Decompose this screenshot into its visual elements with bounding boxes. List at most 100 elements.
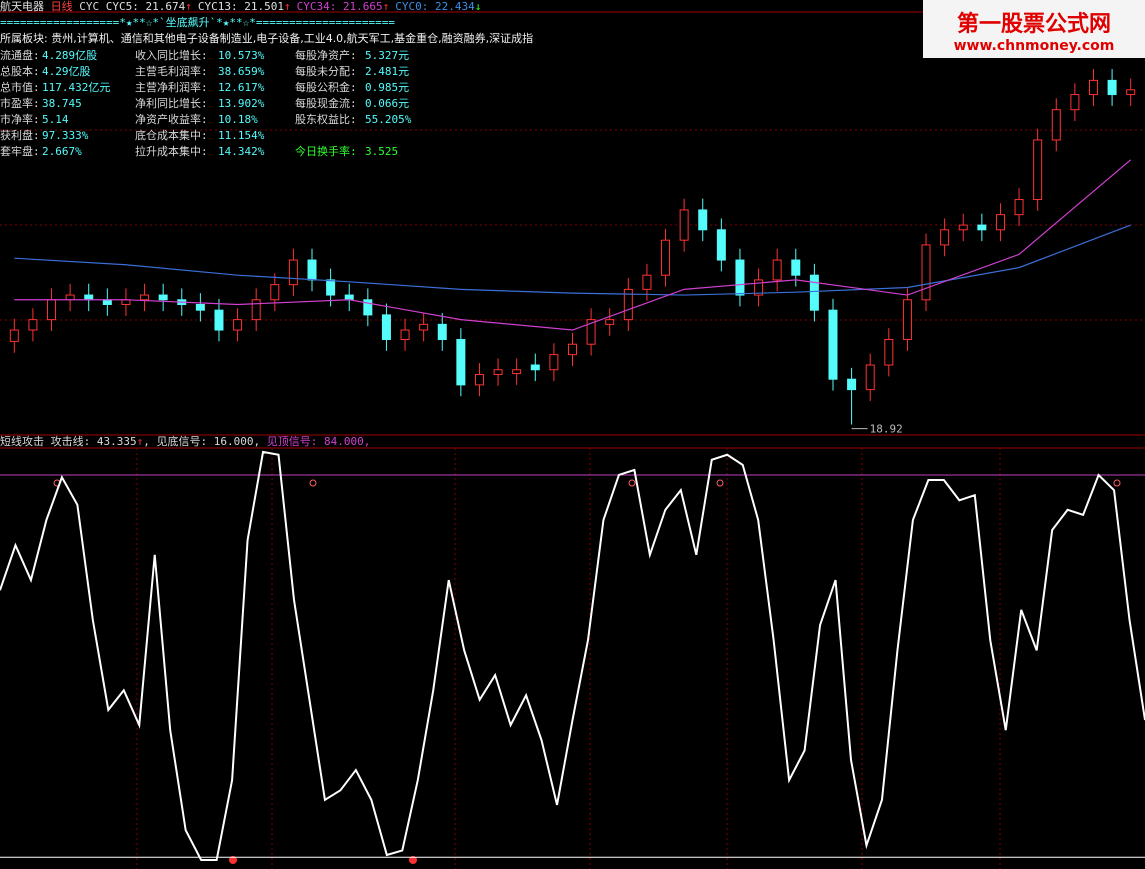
info-value: 0.066元 [365,97,410,110]
ma-label: CYC34: 21.665 [296,0,383,13]
candle-body [530,364,540,371]
signal-dots [53,479,1121,864]
candle-body [326,279,336,296]
candle-body [102,299,112,305]
watermark: 第一股票公式网 www.chnmoney.com [923,0,1145,58]
bottom-signal: 见底信号: 16.000, [156,435,261,448]
candle-body [288,259,298,286]
info-label: 总股本: [0,65,40,78]
candle-body [642,274,652,290]
ma-arrow: ↑ [382,0,390,13]
candle-body [140,294,150,301]
candle-body [9,329,19,342]
candle-body [549,354,559,371]
candle-body [1070,94,1080,111]
candle-body [28,319,38,331]
candle-body [902,299,912,340]
info-label: 套牢盘: [0,145,40,158]
info-label: 市净率: [0,113,40,126]
info-value: 55.205% [365,113,412,126]
candle-body [865,364,875,391]
candle-body [1088,79,1098,96]
candle-body [772,259,782,281]
info-label: 净资产收益率: [135,113,208,126]
attack-line [0,450,1145,862]
info-value: 3.525 [365,145,399,158]
candle-body [661,239,671,276]
ma-label: CYC5: 21.674 [105,0,186,13]
grid [0,129,1145,869]
candle-body [623,288,633,321]
ma-line [14,159,1132,331]
candle-body [214,309,224,331]
ma-label: CYC13: 21.501 [197,0,284,13]
info-label: 每股净资产: [295,49,357,62]
info-label: 每股公积金: [295,81,357,94]
info-value: 13.902% [218,97,265,110]
candle-body [995,214,1005,231]
ma-arrow: ↑ [185,0,192,13]
info-value: 5.14 [42,113,69,126]
lower-header: 短线攻击 攻击线: 43.335↑, 见底信号: 16.000, 见顶信号: 8… [0,435,371,448]
info-label: 流通盘: [0,49,40,62]
info-label: 总市值: [0,81,40,94]
top-signal: 见顶信号: 84.000, [266,435,371,448]
info-value: 10.18% [218,113,258,126]
candle-body [586,319,596,345]
info-label: 主营毛利润率: [135,65,208,78]
candle-body [716,229,726,261]
info-label: 净利同比增长: [135,97,208,110]
low-label: 18.92 [870,423,903,436]
candle-body [958,224,968,231]
banner: ==================*★**☆*`坐底飙升`*★**☆*====… [0,16,395,29]
candle-body [363,299,373,316]
candle-body [809,274,819,311]
info-value: 97.333% [42,129,89,142]
candle-body [735,259,745,296]
candle-body [270,284,280,301]
info-label: 底仓成本集中: [135,129,208,142]
candle-body [568,343,577,356]
info-value: 4.289亿股 [42,49,98,62]
candle-body [195,304,205,311]
candle-body [251,299,261,321]
info-label: 拉升成本集中: [135,145,208,158]
candle-body [65,294,75,301]
candle-body [921,244,931,301]
ma-arrow: ↓ [474,0,482,13]
header: 航天电器 日线 CYC CYC5: 21.674↑ CYC13: 21.501↑ C… [0,0,487,14]
period: 日线 [50,0,73,13]
stock-name: 航天电器 [0,0,44,13]
info-label: 每股现金流: [295,97,357,110]
info-value: 5.327元 [365,49,410,62]
info-value: 14.342% [218,145,265,158]
candle-body [307,259,317,281]
info-value: 2.667% [42,145,82,158]
candle-body [419,323,429,331]
candle-body [884,338,894,366]
candle-body [84,294,94,301]
info-value: 117.432亿元 [42,81,111,94]
arrow: ↑ [136,435,144,448]
info-label: 收入同比增长: [135,49,208,62]
info-value: 4.29亿股 [42,65,91,78]
candle-body [381,314,391,340]
candle-body [940,229,950,246]
info-label: 市盈率: [0,97,40,110]
candle-body [1107,79,1117,96]
info-label: 每股未分配: [295,65,357,78]
candle-body [605,319,615,325]
info-value: 11.154% [218,129,265,142]
ma-arrow: ↑ [283,0,291,13]
watermark-url: www.chnmoney.com [953,38,1115,54]
info-value: 10.573% [218,49,265,62]
candle-body [233,319,243,331]
candle-body [456,338,466,386]
candle-body [512,369,522,375]
info-value: 38.659% [218,65,265,78]
sector: 所属板块: 贵州,计算机、通信和其他电子设备制造业,电子设备,工业4.0,航天军… [0,32,534,45]
candle-body [47,299,57,321]
candle-body [977,224,987,231]
